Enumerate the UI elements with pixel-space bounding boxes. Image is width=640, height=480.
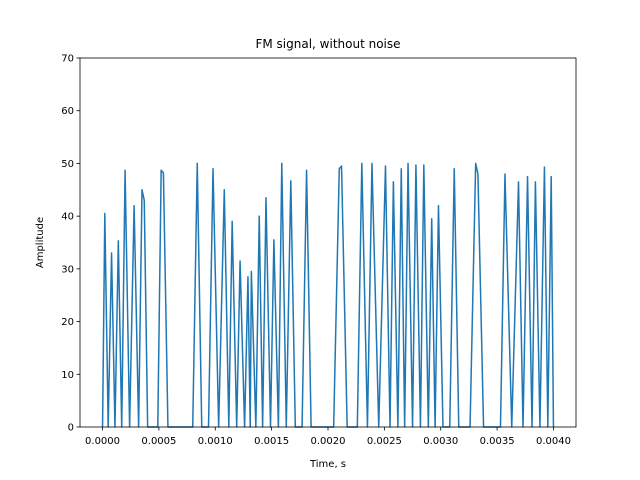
y-tick-label: 20	[61, 317, 74, 328]
x-tick-label: 0.0000	[85, 436, 120, 447]
y-tick-label: 10	[61, 370, 74, 381]
x-tick-label: 0.0015	[254, 436, 289, 447]
x-tick-label: 0.0005	[141, 436, 176, 447]
y-tick-label: 60	[61, 106, 74, 117]
x-tick-label: 0.0040	[536, 436, 571, 447]
y-tick-label: 0	[68, 423, 74, 434]
x-tick-label: 0.0010	[198, 436, 233, 447]
chart-title: FM signal, without noise	[255, 37, 400, 51]
signal-line	[101, 162, 555, 428]
x-axis-label: Time, s	[309, 459, 346, 470]
y-tick-label: 40	[61, 212, 74, 223]
y-tick-label: 50	[61, 159, 74, 170]
x-tick-label: 0.0020	[311, 436, 346, 447]
y-tick-label: 30	[61, 264, 74, 275]
axes-frame	[79, 57, 577, 428]
y-axis-label: Amplitude	[35, 217, 46, 268]
x-tick-label: 0.0030	[423, 436, 458, 447]
x-tick-label: 0.0035	[480, 436, 515, 447]
y-tick-label: 70	[61, 54, 74, 65]
x-tick-label: 0.0025	[367, 436, 402, 447]
